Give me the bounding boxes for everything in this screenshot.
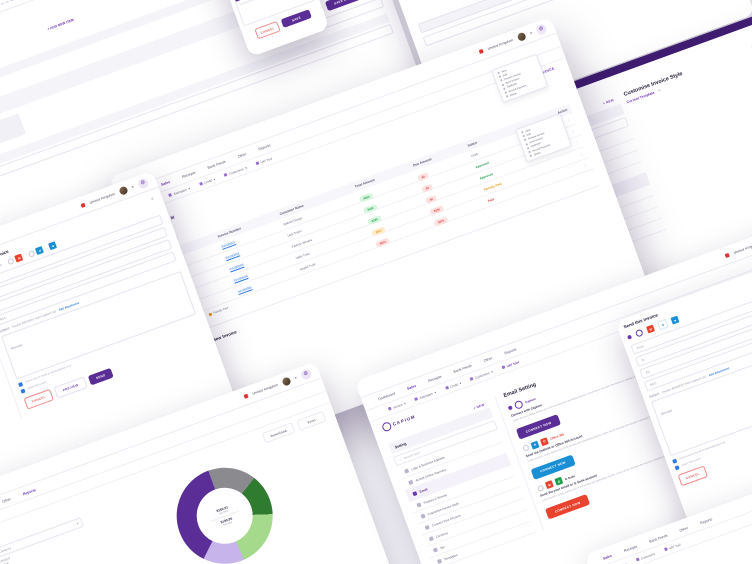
edit-icon[interactable]: ✎ bbox=[657, 88, 662, 93]
credit-icon bbox=[198, 181, 203, 186]
chevron-down-icon: ▾ bbox=[244, 165, 248, 170]
subnav-item-vat-tool[interactable]: VAT Tool bbox=[663, 542, 681, 552]
nav-item-other[interactable]: Other bbox=[237, 151, 247, 159]
flag-icon bbox=[243, 393, 249, 399]
nav-item-reports[interactable]: Reports bbox=[699, 516, 713, 525]
cancel-button[interactable]: CANCEL bbox=[254, 20, 281, 40]
cancel-button[interactable]: CANCEL bbox=[23, 388, 54, 410]
gmail-icon: M bbox=[14, 253, 24, 263]
nav-item-dashboard[interactable]: Dashboard bbox=[377, 391, 396, 401]
subnav-item-customers[interactable]: Customers bbox=[635, 551, 656, 562]
send-button[interactable]: SEND bbox=[87, 367, 114, 386]
cancel-button[interactable]: CANCEL bbox=[677, 465, 709, 487]
office365-icon: ■ bbox=[670, 315, 680, 325]
vat-icon bbox=[255, 161, 260, 166]
close-icon[interactable]: ✕ bbox=[149, 195, 155, 202]
chevron-down-icon: ▾ bbox=[212, 176, 216, 182]
copy-to-self-checkbox[interactable] bbox=[18, 381, 24, 388]
nav-item-bank-feeds[interactable]: Bank Feeds bbox=[648, 533, 668, 544]
radio-unselected[interactable] bbox=[522, 444, 530, 452]
nav-item-other[interactable]: Other bbox=[1, 496, 12, 504]
flag-icon bbox=[478, 48, 484, 54]
gsuite-icon: G bbox=[554, 476, 564, 486]
nav-item-bank-feeds[interactable]: Bank Feeds bbox=[452, 363, 473, 374]
capium-icon bbox=[634, 328, 644, 338]
coin-icon bbox=[428, 535, 434, 541]
nav-item-other[interactable]: Other bbox=[678, 525, 689, 533]
outlook-icon: O bbox=[657, 318, 669, 331]
capium-icon bbox=[513, 399, 524, 410]
building-icon bbox=[403, 468, 410, 474]
add-new-item-button[interactable]: + ADD NEW ITEM bbox=[46, 17, 75, 32]
nav-item-sales[interactable]: Sales bbox=[160, 179, 171, 187]
avatar[interactable] bbox=[281, 375, 292, 387]
total-amount-badge: $670 bbox=[374, 236, 391, 248]
outlook-icon: O bbox=[35, 245, 45, 255]
office365-icon: O bbox=[539, 436, 549, 446]
save-button[interactable]: SAVE bbox=[280, 9, 312, 28]
radio-selected[interactable] bbox=[507, 405, 513, 411]
search-icon: ⌕ bbox=[398, 457, 402, 462]
chevron-down-icon[interactable]: ▾ bbox=[130, 184, 135, 190]
country-label: United Kingdom bbox=[733, 241, 752, 255]
nav-item-sales[interactable]: Sales bbox=[602, 553, 613, 561]
due-amount-badge: $670 bbox=[433, 215, 449, 227]
radio-unselected[interactable] bbox=[536, 484, 545, 492]
chevron-down-icon[interactable]: ▾ bbox=[529, 30, 533, 36]
flag-icon bbox=[80, 202, 86, 208]
outlook-icon: ■ bbox=[530, 440, 540, 450]
chevron-down-icon: ▾ bbox=[187, 185, 191, 191]
chevron-down-icon[interactable]: ▾ bbox=[293, 374, 298, 381]
customers-icon bbox=[223, 172, 228, 177]
layout-icon bbox=[436, 558, 442, 564]
link-icon bbox=[424, 524, 430, 530]
provider-office365[interactable]: ■ bbox=[48, 241, 58, 251]
avatar[interactable] bbox=[516, 31, 527, 42]
gmail-icon: M bbox=[646, 324, 656, 334]
nav-item-other[interactable]: Other bbox=[483, 355, 493, 363]
country-label: United Kingdom bbox=[487, 37, 514, 51]
box-icon bbox=[416, 501, 422, 508]
nav-item-bank-feeds[interactable]: Bank Feeds bbox=[206, 159, 227, 170]
envelope-icon bbox=[412, 490, 418, 496]
subnav-item-credit[interactable]: Credit ▾ bbox=[444, 381, 462, 391]
nav-item-reports[interactable]: Reports bbox=[503, 346, 517, 355]
radio-selected[interactable] bbox=[626, 334, 632, 340]
nav-item-receipts[interactable]: Receipts bbox=[427, 374, 442, 383]
provider-outlook[interactable]: O bbox=[27, 245, 45, 258]
setting-title: Setting bbox=[394, 441, 407, 450]
palette-icon bbox=[420, 513, 426, 519]
copy-to-self-checkbox[interactable] bbox=[672, 458, 678, 464]
gmail-icon: M bbox=[544, 480, 554, 490]
nav-item-sales[interactable]: Sales bbox=[406, 383, 417, 391]
subnav-item-credit[interactable]: Credit ▾ bbox=[198, 176, 216, 187]
notifications-bell-icon[interactable]: ◍ bbox=[136, 176, 150, 190]
nav-item-reports[interactable]: Reports bbox=[22, 487, 37, 496]
avatar[interactable] bbox=[118, 185, 129, 196]
country-label: United Kingdom bbox=[251, 382, 279, 396]
flag-icon bbox=[724, 252, 730, 258]
provider-gmail[interactable]: M bbox=[7, 253, 24, 265]
nav-item-receipts[interactable]: Receipts bbox=[623, 544, 638, 553]
legend-item-partially-paid: Partially Paid bbox=[208, 307, 229, 317]
office365-icon: ■ bbox=[48, 241, 58, 251]
delete-icon bbox=[529, 154, 533, 158]
nav-item-reports[interactable]: Reports bbox=[257, 142, 271, 151]
nav-item-receipts[interactable]: Receipts bbox=[181, 170, 196, 179]
card-icon bbox=[408, 479, 414, 485]
chevron-down-icon: ▾ bbox=[76, 521, 80, 526]
attach-pdf-checkbox[interactable] bbox=[674, 465, 680, 471]
delete-icon bbox=[505, 95, 509, 98]
percent-icon bbox=[432, 547, 438, 553]
notifications-bell-icon[interactable]: ◍ bbox=[534, 22, 548, 36]
notifications-bell-icon[interactable]: ◍ bbox=[299, 367, 313, 381]
subnav-item-vat-tool[interactable]: VAT Tool bbox=[255, 156, 273, 166]
attach-pdf-checkbox[interactable] bbox=[20, 388, 26, 394]
estimate-icon bbox=[168, 192, 173, 197]
country-label: United Kingdom bbox=[88, 191, 116, 205]
